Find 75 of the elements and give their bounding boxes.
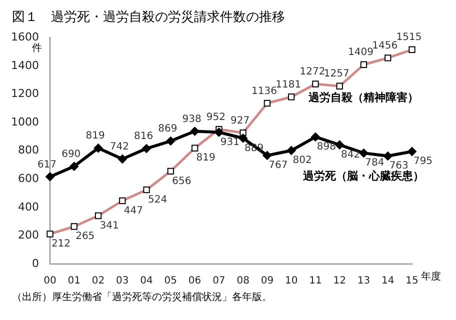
point — [262, 150, 272, 160]
data-label: 938 — [182, 114, 202, 125]
y-tick-label: 600 — [18, 172, 39, 185]
y-tick-label: 200 — [18, 228, 39, 242]
x-axis-title: 年度 — [421, 270, 441, 283]
data-label: 931 — [220, 136, 240, 148]
data-label: 1272 — [300, 66, 326, 78]
x-tick-label: 02 — [92, 276, 105, 287]
data-label: 341 — [100, 220, 119, 232]
data-label: 1257 — [324, 68, 350, 80]
x-tick-label: 05 — [164, 276, 178, 287]
x-tick-label: 03 — [116, 276, 129, 287]
point — [408, 147, 416, 156]
data-label: 212 — [51, 238, 71, 250]
point — [286, 146, 296, 156]
data-label: 767 — [268, 160, 288, 172]
data-label: 1181 — [276, 79, 302, 90]
point — [142, 144, 152, 154]
data-label: 265 — [76, 231, 95, 242]
x-tick-label: 14 — [382, 276, 394, 287]
x-tick-label: 04 — [140, 276, 153, 287]
data-label: 927 — [230, 115, 250, 126]
y-axis-title: 件 — [32, 43, 42, 54]
point — [383, 152, 392, 161]
x-tick-label: 07 — [212, 276, 226, 287]
x-tick-label: 00 — [44, 276, 56, 287]
x-tick-label: 09 — [260, 276, 274, 287]
y-tick-label: 1200 — [10, 87, 39, 100]
y-tick-label: 1400 — [10, 58, 39, 72]
x-tick-label: 01 — [68, 276, 80, 287]
data-label: 842 — [341, 149, 360, 160]
data-label: 869 — [158, 124, 178, 135]
data-label: 1456 — [372, 40, 398, 52]
data-label: 656 — [172, 176, 192, 187]
data-label: 819 — [196, 152, 216, 164]
data-label: 802 — [292, 155, 312, 166]
data-label: 524 — [148, 194, 168, 206]
y-tick-label: 800 — [18, 144, 39, 157]
point — [310, 132, 320, 142]
data-label: 795 — [413, 156, 433, 168]
data-label: 898 — [316, 142, 336, 153]
x-tick-label: 10 — [284, 276, 298, 287]
x-tick-label: 15 — [406, 276, 418, 287]
y-tick-label: 0 — [32, 256, 39, 270]
data-label: 952 — [206, 112, 226, 123]
point — [70, 162, 79, 171]
point — [335, 140, 344, 150]
point — [359, 148, 368, 158]
point — [45, 172, 54, 182]
data-label: 819 — [86, 130, 105, 142]
data-label: 1136 — [251, 86, 277, 97]
series-label: 過労死（脳・心臓疾患） — [302, 169, 424, 182]
y-tick-label: 1600 — [10, 30, 39, 44]
x-tick-label: 11 — [309, 276, 322, 287]
y-tick-label: 400 — [18, 200, 39, 214]
x-tick-label: 08 — [236, 276, 250, 287]
point — [166, 136, 176, 146]
data-label: 690 — [62, 148, 81, 160]
chart-title: 図１ 過労死・過労自殺の労災請求件数の推移 — [12, 9, 286, 26]
x-tick-label: 06 — [188, 276, 202, 287]
data-label: 1515 — [396, 32, 422, 44]
data-label: 742 — [110, 142, 129, 153]
point — [94, 144, 103, 153]
x-tick-label: 12 — [333, 276, 346, 287]
data-label: 784 — [365, 158, 384, 169]
data-label: 447 — [124, 205, 143, 216]
point — [118, 154, 127, 164]
text: （出所）厚生労働省「過労死等の労災補償状況」各年版。 — [12, 290, 273, 304]
data-label: 816 — [134, 131, 154, 142]
data-label: 1409 — [348, 47, 374, 58]
y-tick-label: 1000 — [10, 115, 39, 128]
x-tick-label: 13 — [357, 276, 370, 287]
series-label: 過労自殺（精神障害） — [308, 90, 419, 104]
point — [190, 126, 200, 136]
point — [238, 134, 248, 143]
